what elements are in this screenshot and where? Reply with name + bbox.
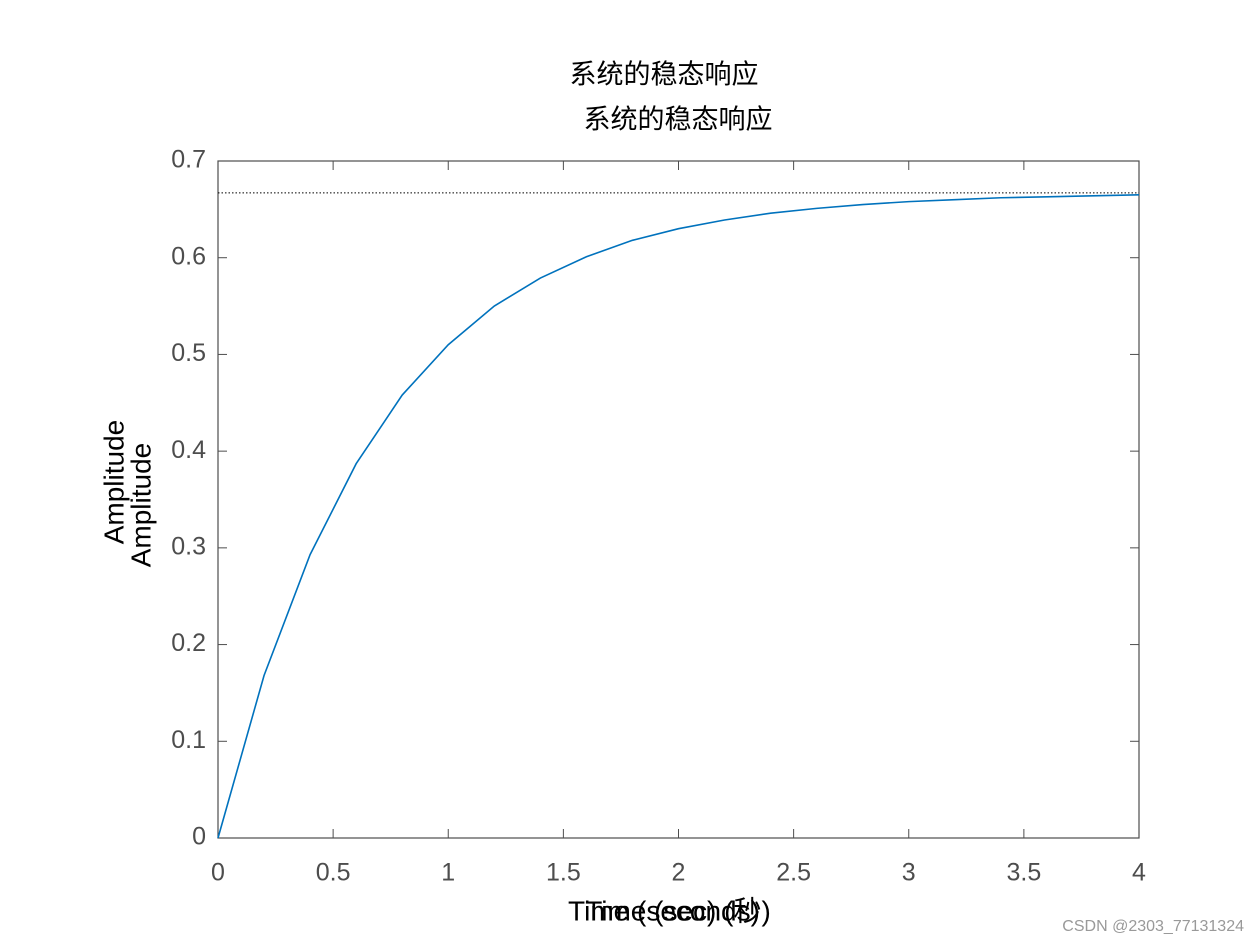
y-tick-label: 0.2	[171, 629, 206, 657]
y-tick-label: 0.1	[171, 726, 206, 754]
x-tick-label: 0	[211, 859, 225, 887]
x-tick-label: 2	[672, 859, 686, 887]
chart-title: 系统的稳态响应	[570, 60, 759, 91]
chart-title: 系统的稳态响应	[584, 105, 773, 136]
x-tick-label: 0.5	[316, 859, 351, 887]
x-tick-label: 1	[441, 859, 455, 887]
y-tick-label: 0.6	[171, 242, 206, 270]
x-axis-label: Time (seconds)	[568, 895, 760, 926]
y-axis-label: Amplitude	[98, 420, 129, 545]
response-line	[217, 194, 1140, 839]
x-tick-label: 2.5	[776, 859, 811, 887]
watermark: CSDN @2303_77131324	[1062, 918, 1244, 935]
y-tick-label: 0.7	[171, 146, 206, 174]
y-axis-label: Amplitude	[125, 443, 156, 568]
x-tick-label: 4	[1132, 859, 1146, 887]
y-tick-label: 0.5	[171, 339, 206, 367]
y-tick-label: 0.3	[171, 532, 206, 560]
x-tick-label: 3	[902, 859, 916, 887]
x-tick-label: 3.5	[1006, 859, 1041, 887]
y-tick-label: 0.4	[171, 436, 206, 464]
x-axis-label: Time (sec) (秒)	[585, 895, 771, 926]
y-tick-label: 0	[192, 823, 206, 851]
x-tick-label: 1.5	[546, 859, 581, 887]
